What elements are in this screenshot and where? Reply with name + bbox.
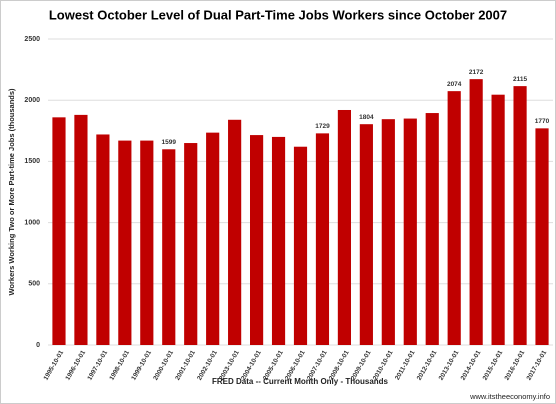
bar: [162, 149, 176, 345]
x-axis-label: FRED Data -- Current Month Only - Thousa…: [212, 377, 389, 386]
source: www.itstheeconomy.info: [469, 392, 550, 401]
bar: [96, 134, 110, 345]
bar: [271, 136, 286, 345]
bar: [513, 86, 527, 346]
data-label: 1770: [535, 118, 550, 125]
data-label: 2115: [513, 76, 527, 83]
bar: [403, 118, 417, 345]
data-label: 2172: [469, 69, 484, 76]
bar: [535, 128, 549, 345]
bar: [52, 117, 66, 345]
bar: [469, 79, 483, 345]
y-tick-label: 2500: [24, 36, 40, 43]
y-tick-label: 1500: [24, 158, 40, 165]
bar: [447, 91, 461, 346]
y-tick-label: 500: [28, 281, 40, 288]
bar: [228, 119, 242, 345]
data-label: 1599: [162, 139, 177, 146]
bar: [491, 94, 505, 345]
bar: [74, 114, 88, 345]
bar: [293, 146, 308, 345]
y-axis-label: Workers Working Two or More Part-time Jo…: [7, 88, 16, 296]
bar: [118, 140, 132, 345]
bar: [206, 132, 220, 345]
y-tick-label: 0: [36, 342, 40, 349]
bar: [140, 140, 154, 345]
chart-title: Lowest October Level of Dual Part-Time J…: [49, 7, 507, 22]
bar: [359, 124, 373, 345]
bar: [315, 133, 330, 345]
y-tick-label: 2000: [24, 97, 40, 104]
y-tick-label: 1000: [24, 219, 40, 226]
bar: [425, 113, 439, 345]
data-label: 1729: [315, 123, 330, 130]
bar: [381, 119, 395, 345]
bar: [184, 143, 198, 345]
data-label: 1804: [359, 114, 374, 121]
bar: [250, 135, 264, 345]
bar: [337, 109, 351, 345]
data-label: 2074: [447, 81, 462, 88]
